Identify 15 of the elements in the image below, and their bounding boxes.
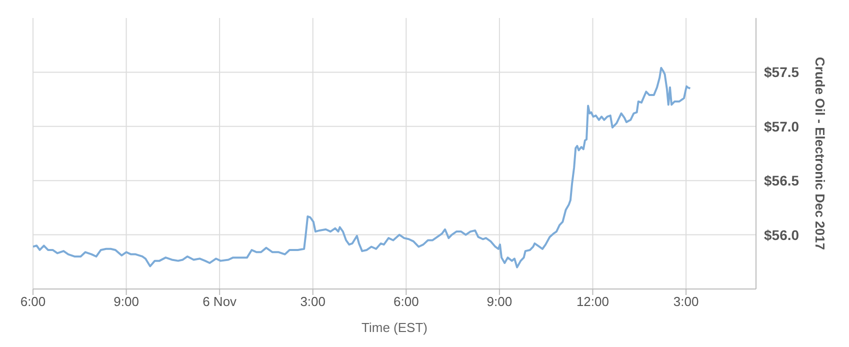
x-tick-label: 9:00 [486,294,512,310]
y-tick-label: $57.5 [764,64,800,80]
x-tick-label: 6:00 [394,294,419,310]
y-tick-label: $57.0 [764,118,800,134]
x-tick-label: 6:00 [20,294,46,310]
y-axis-title: Crude Oil - Electronic Dec 2017 [812,57,828,250]
x-tick-label: 12:00 [576,294,610,310]
x-axis-title: Time (EST) [362,320,428,335]
x-tick-label: 3:00 [673,294,699,310]
x-tick-label: 3:00 [300,294,326,310]
x-tick-label: 6 Nov [202,294,238,310]
y-tick-label: $56.0 [764,226,800,243]
line-series [33,66,692,268]
y-tick-label: $56.5 [764,172,800,189]
x-tick-label: 9:00 [114,294,139,310]
